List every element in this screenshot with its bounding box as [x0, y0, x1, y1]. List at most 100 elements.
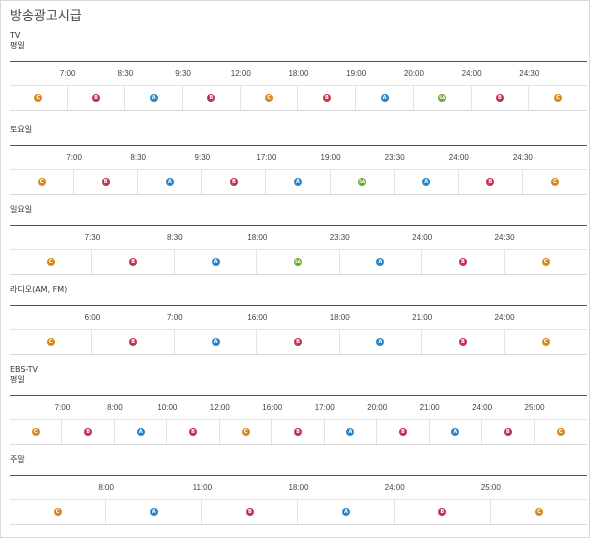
grade-c-badge: C	[46, 258, 55, 266]
grade-c-badge: C	[554, 94, 563, 102]
grade-sa-badge: SA	[438, 94, 447, 102]
grade-b-badge: B	[503, 428, 512, 436]
grade-a-badge: A	[451, 428, 460, 436]
grade-cell: A	[430, 420, 483, 444]
grade-cell: C	[505, 330, 587, 354]
time-label: 19:00	[320, 153, 341, 162]
grade-cell: C	[491, 500, 587, 524]
time-label: 7:30	[84, 233, 101, 242]
section-label: 라디오(AM, FM)	[10, 285, 68, 294]
time-label: 18:00	[288, 483, 309, 492]
grade-b-badge: B	[129, 338, 138, 346]
grade-c-badge: C	[541, 338, 550, 346]
grade-a-badge: A	[165, 178, 174, 186]
time-label: 25:00	[480, 483, 501, 492]
grade-a-badge: A	[342, 508, 351, 516]
grade-b-badge: B	[458, 258, 467, 266]
grade-cell: C	[10, 170, 75, 194]
grade-b-badge: B	[495, 94, 504, 102]
time-label: 24:00	[448, 153, 469, 162]
grade-c-badge: C	[534, 508, 543, 516]
time-label: 21:00	[419, 403, 440, 412]
time-label: 7:00	[54, 403, 71, 412]
time-label: 8:30	[167, 233, 183, 242]
time-label: 8:30	[117, 69, 134, 78]
grade-cell: A	[299, 500, 395, 524]
schedule-section: 주말 8:00 11:00 18:00 24:00 25:00 C A B A B C	[10, 455, 587, 525]
grade-cell: A	[115, 420, 168, 444]
grade-b-badge: B	[207, 94, 216, 102]
section-label: 일요일	[10, 205, 33, 214]
grade-cell: C	[10, 250, 93, 274]
time-label: 21:00	[412, 313, 433, 322]
time-label: 24:00	[472, 403, 493, 412]
grade-a-badge: A	[149, 508, 158, 516]
grade-cell: C	[535, 420, 587, 444]
time-label: 9:30	[175, 69, 191, 78]
section-label: 토요일	[10, 125, 33, 134]
grade-sa-badge: SA	[358, 178, 367, 186]
grade-cell: A	[266, 170, 331, 194]
section-divider	[10, 475, 587, 476]
grade-cell: B	[377, 420, 430, 444]
grade-c-badge: C	[46, 338, 55, 346]
grade-cell: B	[183, 86, 241, 110]
grade-b-badge: B	[293, 428, 302, 436]
time-label: 17:00	[256, 153, 277, 162]
time-label: 24:30	[519, 69, 540, 78]
grade-b-badge: B	[189, 428, 198, 436]
grade-b-badge: B	[92, 94, 101, 102]
grade-b-badge: B	[101, 178, 110, 186]
grade-c-badge: C	[53, 508, 62, 516]
grade-cell: A	[395, 170, 459, 194]
grade-b-badge: B	[84, 428, 93, 436]
schedule-section: EBS-TV 평일 7:00 8:00 10:00 12:00 16:00 17:00 20:0…	[10, 365, 587, 445]
grade-a-badge: A	[293, 178, 302, 186]
grade-c-badge: C	[265, 94, 274, 102]
grade-a-badge: A	[211, 258, 220, 266]
time-boundary-row: 7:00 8:30 9:30 17:00 19:00 23:30 24:00 24:30	[10, 147, 587, 170]
time-label: 20:00	[367, 403, 388, 412]
grade-cell: B	[395, 500, 491, 524]
grade-row: C B A B C B A SA B C	[10, 86, 587, 111]
grade-cell: C	[523, 170, 587, 194]
time-label: 18:00	[329, 313, 350, 322]
time-label: 24:30	[512, 153, 533, 162]
grade-c-badge: C	[541, 258, 550, 266]
time-boundary-row: 7:00 8:30 9:30 12:00 18:00 19:00 20:00 24:00 24:…	[10, 63, 587, 86]
grade-b-badge: B	[398, 428, 407, 436]
section-divider	[10, 305, 587, 306]
time-label: 8:30	[130, 153, 147, 162]
grade-a-badge: A	[149, 94, 158, 102]
grade-b-badge: B	[293, 338, 302, 346]
grade-cell: B	[472, 86, 530, 110]
grade-cell: B	[62, 420, 115, 444]
grade-c-badge: C	[37, 178, 46, 186]
time-label: 6:00	[84, 313, 101, 322]
grade-cell: B	[482, 420, 535, 444]
section-label: TV	[10, 31, 21, 40]
time-label: 23:30	[329, 233, 350, 242]
time-boundary-row: 7:00 8:00 10:00 12:00 16:00 17:00 20:00 21:00 24…	[10, 397, 587, 420]
grade-cell: A	[125, 86, 184, 110]
grade-cell: C	[10, 420, 63, 444]
grade-b-badge: B	[438, 508, 447, 516]
time-label: 16:00	[262, 403, 283, 412]
grade-cell: A	[340, 250, 423, 274]
time-label: 12:00	[230, 69, 251, 78]
section-sublabel: 평일	[10, 375, 25, 384]
time-label: 16:00	[247, 313, 268, 322]
grade-cell: A	[175, 250, 258, 274]
time-label: 23:30	[384, 153, 405, 162]
grade-cell: C	[10, 86, 68, 110]
grade-a-badge: A	[376, 258, 385, 266]
time-label: 7:00	[66, 153, 82, 162]
grade-a-badge: A	[380, 94, 389, 102]
section-label: EBS-TV	[10, 365, 38, 374]
grade-c-badge: C	[550, 178, 559, 186]
grade-row: C B A B A SA A B C	[10, 170, 587, 195]
section-label: 주말	[10, 455, 25, 464]
section-divider	[10, 61, 587, 62]
